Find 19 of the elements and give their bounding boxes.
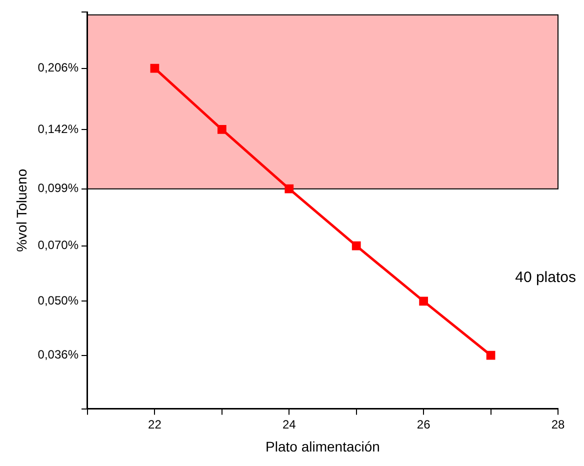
point <box>419 296 428 306</box>
point <box>284 184 294 194</box>
point <box>150 64 160 73</box>
y-tick-label: 0,099% <box>38 181 79 196</box>
y-tick-label: 0,036% <box>38 348 79 362</box>
y-tick-label: 0,050% <box>38 294 79 308</box>
x-axis-title: Plato alimentación <box>266 438 380 454</box>
point <box>217 125 226 134</box>
y-tick-label: 0,142% <box>38 122 79 136</box>
y-tick-label: 0,206% <box>38 60 79 75</box>
x-tick-label: 28 <box>551 417 565 432</box>
x-tick-label: 24 <box>282 417 296 432</box>
annotation: 40 platos <box>515 268 576 286</box>
point <box>486 350 496 360</box>
y-axis-title: %vol Tolueno <box>13 168 30 252</box>
x-tick-label: 26 <box>416 417 431 432</box>
x-tick-label: 22 <box>148 417 162 432</box>
point <box>352 241 361 250</box>
y-tick-label: 0,070% <box>38 238 79 252</box>
